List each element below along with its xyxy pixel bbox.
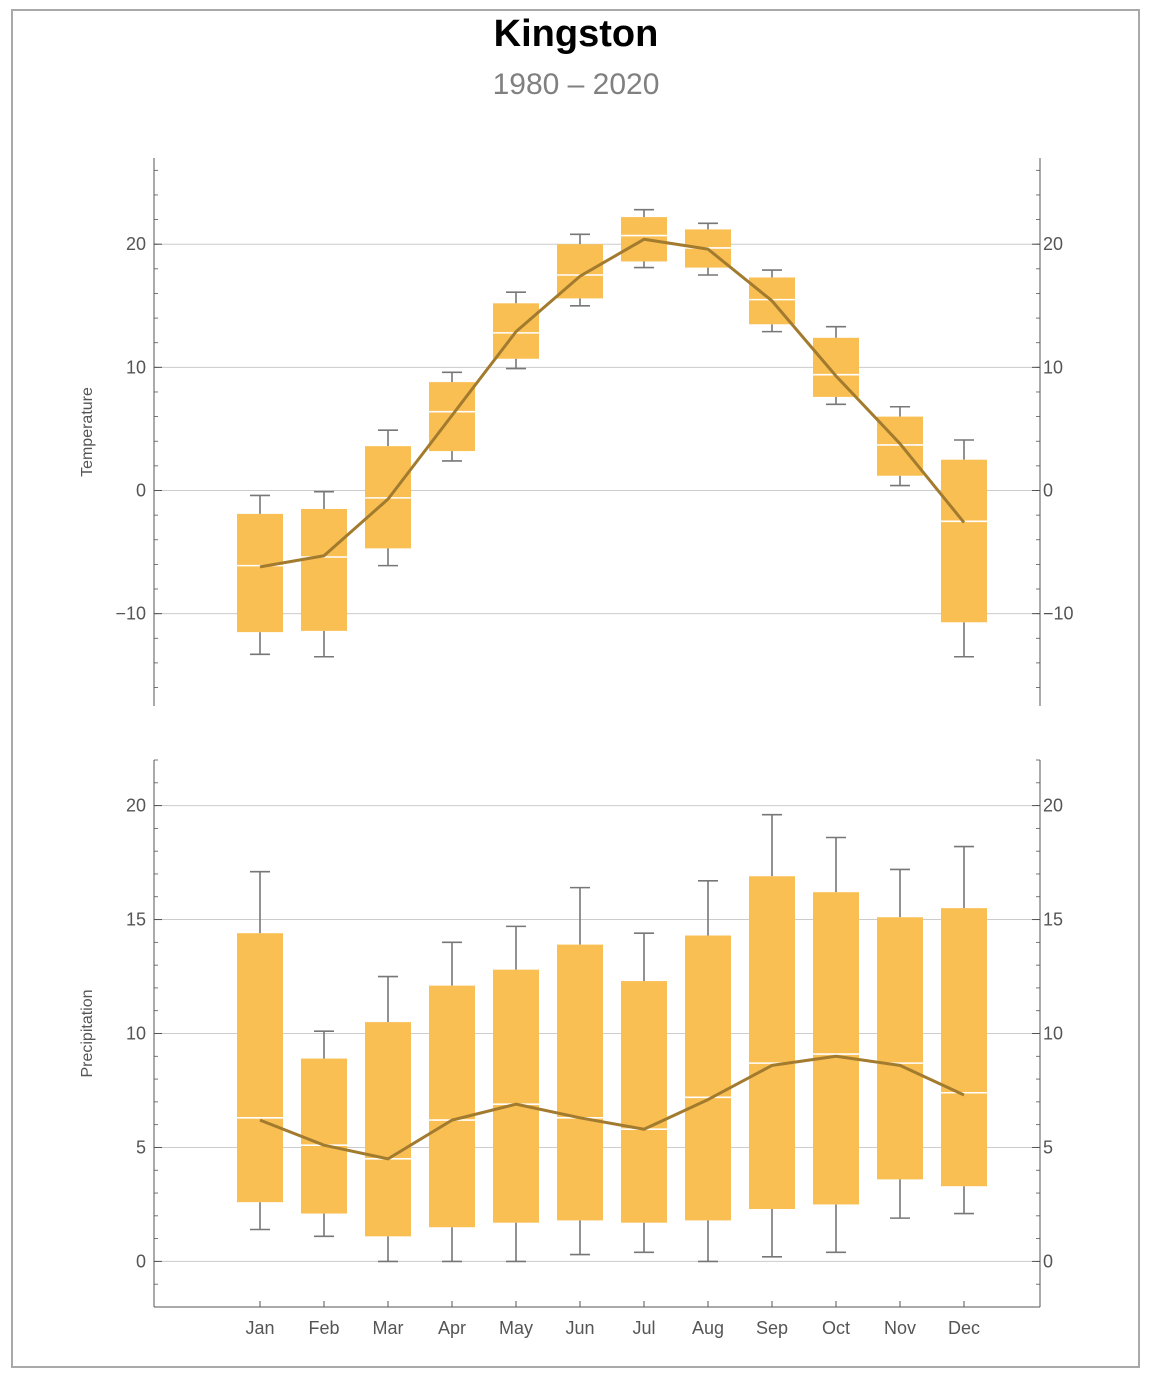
box-nov (877, 917, 923, 1180)
box-jul (621, 981, 667, 1223)
y-tick-label-left: 10 (126, 357, 146, 377)
mean-line (259, 237, 966, 569)
x-tick-label-mar: Mar (373, 1318, 404, 1338)
box-mar (365, 1022, 411, 1237)
box-may (493, 969, 539, 1223)
box-dec (941, 908, 987, 1187)
box-jan (237, 513, 283, 633)
y-tick-label-left: 5 (136, 1137, 146, 1157)
box-oct (813, 337, 859, 397)
x-tick-label-may: May (499, 1318, 533, 1338)
temperature-panel: −10 −10 0 0 10 10 20 20 Temperature (79, 158, 1074, 706)
box-sep (749, 876, 795, 1209)
chart-title: Kingston (493, 13, 659, 55)
y-axis-title: Temperature (79, 387, 96, 477)
x-tick-label-nov: Nov (884, 1318, 916, 1338)
box-jan (237, 933, 283, 1203)
y-tick-label-left: −10 (115, 604, 146, 624)
mean-line (259, 1054, 965, 1161)
y-tick-label-right: 20 (1043, 234, 1063, 254)
month-axis: Jan Feb Mar Apr May Jun Jul Aug Sep Oct Nov Dec (245, 1301, 980, 1338)
y-tick-label-left: 20 (126, 234, 146, 254)
x-tick-label-dec: Dec (948, 1318, 980, 1338)
box-aug (685, 935, 731, 1221)
y-tick-label-left: 15 (126, 910, 146, 930)
box-feb (301, 1058, 347, 1214)
y-axis-title: Precipitation (79, 989, 96, 1077)
y-tick-label-right: 0 (1043, 1251, 1053, 1271)
y-tick-label-right: 20 (1043, 796, 1063, 816)
x-tick-label-aug: Aug (692, 1318, 724, 1338)
x-tick-label-jan: Jan (245, 1318, 274, 1338)
y-tick-label-left: 0 (136, 1251, 146, 1271)
x-tick-label-oct: Oct (822, 1318, 850, 1338)
y-tick-label-left: 0 (136, 480, 146, 500)
y-tick-label-right: 10 (1043, 357, 1063, 377)
x-tick-label-apr: Apr (438, 1318, 466, 1338)
y-tick-label-left: 10 (126, 1024, 146, 1044)
y-tick-label-right: −10 (1043, 604, 1074, 624)
box-feb (301, 508, 347, 631)
chart-subtitle: 1980 – 2020 (492, 68, 660, 101)
box-apr (429, 985, 475, 1228)
y-tick-label-right: 15 (1043, 910, 1063, 930)
box-dec (941, 459, 987, 623)
x-tick-label-jul: Jul (632, 1318, 655, 1338)
y-tick-label-right: 5 (1043, 1137, 1053, 1157)
x-tick-label-jun: Jun (565, 1318, 594, 1338)
box-oct (813, 892, 859, 1205)
x-tick-label-feb: Feb (308, 1318, 339, 1338)
box-jun (557, 944, 603, 1221)
x-tick-label-sep: Sep (756, 1318, 788, 1338)
y-tick-label-right: 0 (1043, 480, 1053, 500)
precipitation-panel: 0 0 5 5 10 10 15 15 20 20 Precipitation (79, 759, 1063, 1308)
y-tick-label-left: 20 (126, 796, 146, 816)
y-tick-label-right: 10 (1043, 1024, 1063, 1044)
